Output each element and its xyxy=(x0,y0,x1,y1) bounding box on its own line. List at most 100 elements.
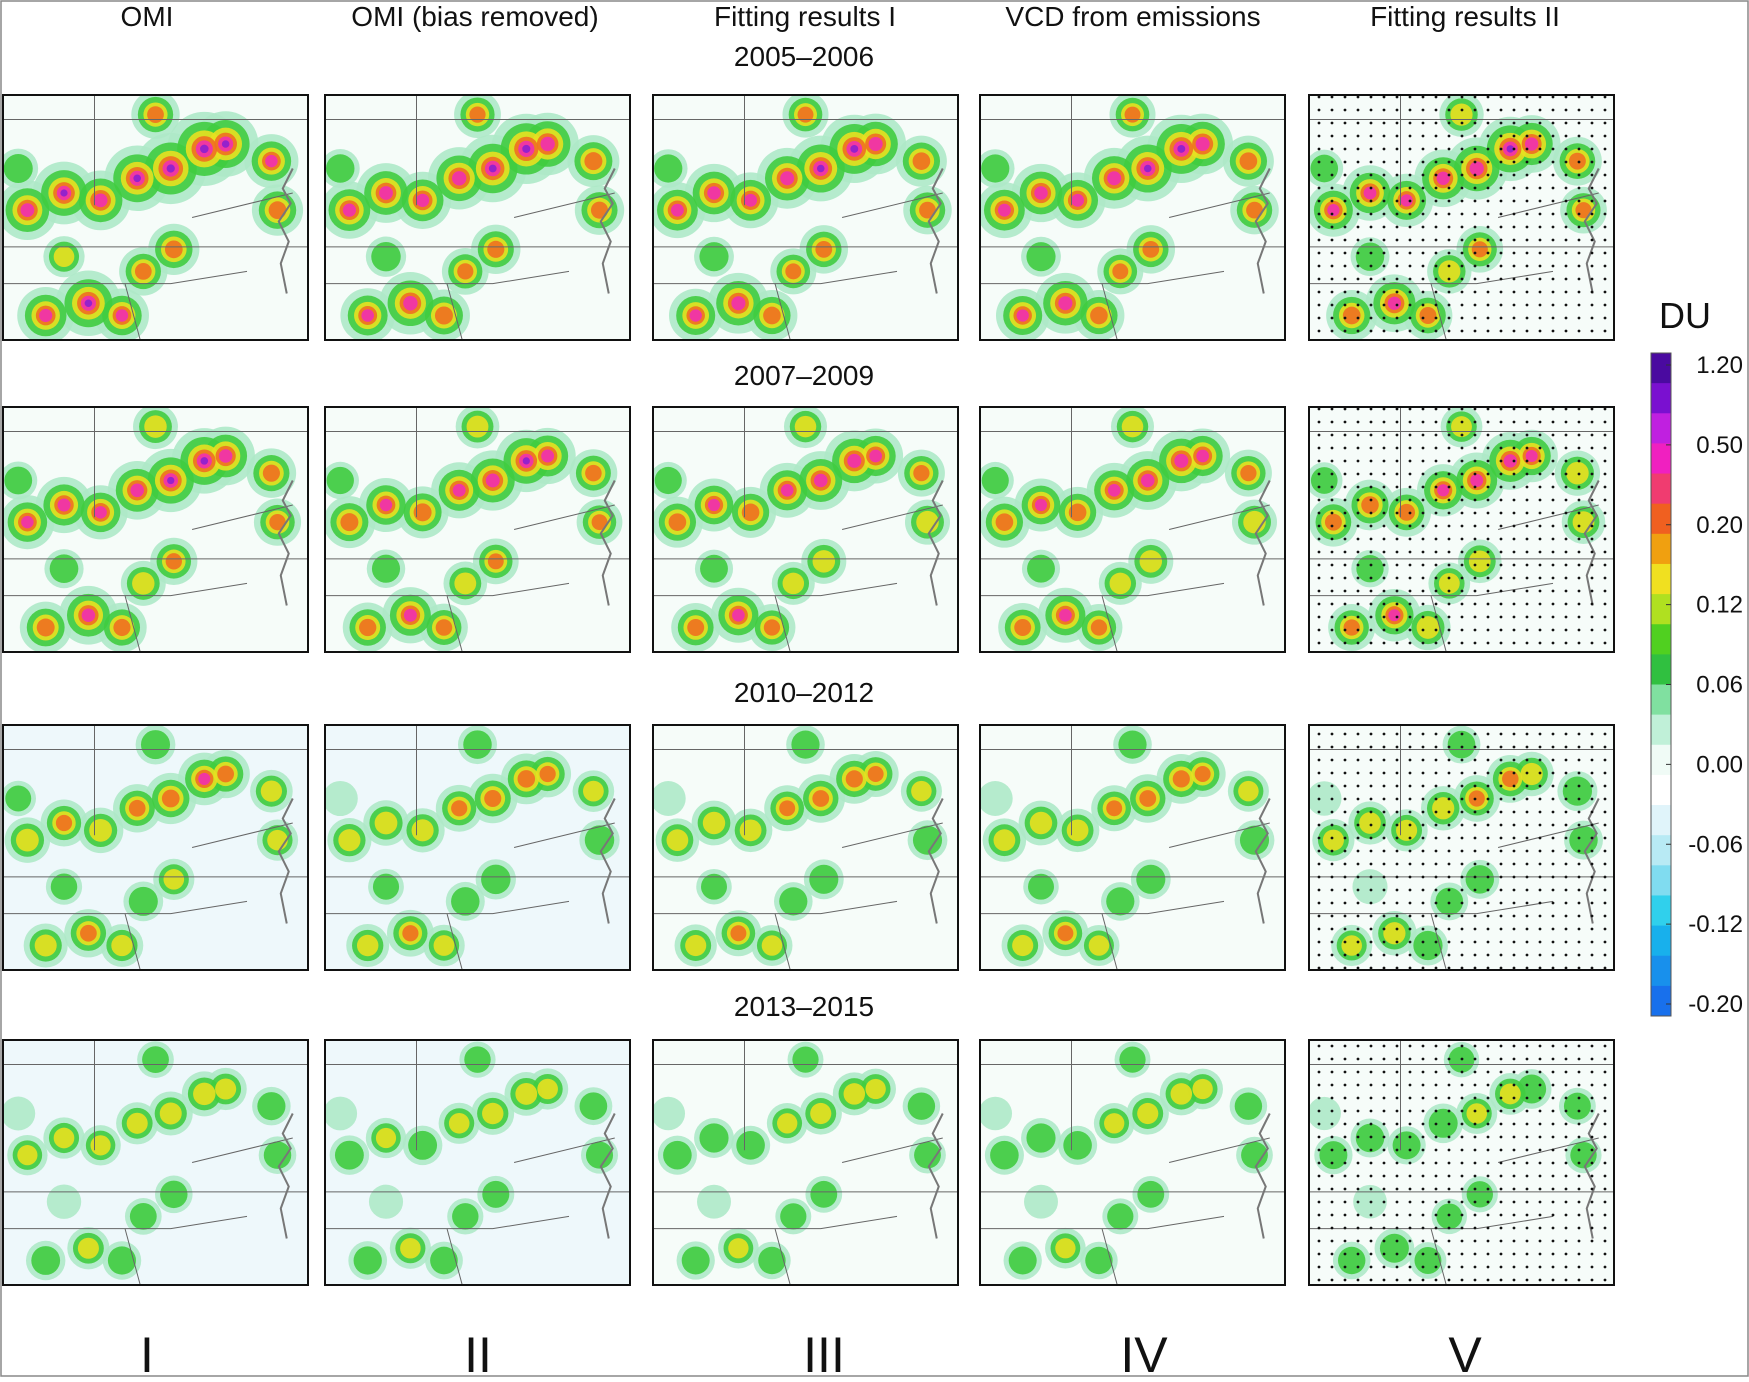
plume xyxy=(263,1141,292,1169)
plume xyxy=(1195,136,1210,152)
plume xyxy=(466,415,489,438)
plume xyxy=(1026,242,1056,272)
plume xyxy=(997,203,1011,217)
plume xyxy=(1241,1141,1268,1169)
plume xyxy=(522,144,531,153)
plume xyxy=(433,935,455,956)
plume xyxy=(342,203,356,217)
coast xyxy=(927,798,944,924)
colorbar-segment xyxy=(1651,805,1671,836)
plume xyxy=(55,814,73,832)
plume xyxy=(411,819,434,842)
plume xyxy=(267,829,288,851)
plume xyxy=(265,154,278,168)
coast xyxy=(599,480,616,606)
map xyxy=(980,725,1285,970)
plume xyxy=(451,887,480,916)
state-lines xyxy=(3,1040,308,1285)
plume xyxy=(1109,572,1132,595)
map xyxy=(653,1040,958,1285)
plume xyxy=(269,513,286,531)
plume xyxy=(430,1246,458,1275)
plume xyxy=(163,869,185,890)
map-panel xyxy=(1308,94,1615,341)
coast xyxy=(927,168,944,294)
plume xyxy=(1016,309,1029,322)
plume xyxy=(338,829,361,852)
plume xyxy=(865,1078,886,1100)
map xyxy=(325,1040,630,1285)
colorbar-segment xyxy=(1651,985,1671,1017)
colorbar-segment xyxy=(1651,594,1671,625)
plume xyxy=(681,1246,710,1275)
plume xyxy=(911,780,932,802)
plume xyxy=(728,1238,749,1259)
plume xyxy=(1118,730,1147,759)
plume xyxy=(1090,306,1108,325)
plume xyxy=(1246,201,1263,219)
plume xyxy=(845,770,863,788)
plume xyxy=(3,153,33,184)
plume xyxy=(739,819,762,842)
plume xyxy=(785,263,802,280)
plume xyxy=(34,934,57,957)
plume xyxy=(361,309,375,322)
plume xyxy=(1059,608,1072,622)
plume xyxy=(689,309,702,322)
plume xyxy=(89,818,112,842)
plume xyxy=(57,498,71,512)
plume xyxy=(434,306,453,325)
plume xyxy=(193,1082,216,1106)
plume xyxy=(654,154,683,183)
colorbar-segment xyxy=(1651,714,1671,746)
plume xyxy=(1028,873,1054,900)
plume xyxy=(1068,503,1087,522)
plume xyxy=(457,263,474,280)
plume xyxy=(914,1141,941,1169)
panel-border xyxy=(652,94,959,341)
plume xyxy=(166,164,175,173)
plume xyxy=(1121,415,1144,438)
colorbar-segment xyxy=(1651,744,1671,776)
plume xyxy=(107,1246,137,1275)
plume xyxy=(585,1141,614,1169)
colorbar-title: DU xyxy=(1659,295,1711,336)
plume xyxy=(736,1131,765,1160)
map xyxy=(3,407,308,652)
plume xyxy=(763,619,781,636)
plume xyxy=(159,1102,182,1125)
plume xyxy=(1239,152,1258,170)
plume xyxy=(142,1046,169,1074)
plume xyxy=(84,299,93,308)
map xyxy=(653,725,958,970)
plume xyxy=(995,513,1014,531)
column-header: Fitting results II xyxy=(1370,1,1560,32)
plume xyxy=(732,608,745,622)
plume xyxy=(93,193,108,208)
map-panel xyxy=(324,724,631,971)
plume xyxy=(653,1096,686,1131)
plume xyxy=(1034,186,1048,200)
map-panel xyxy=(652,1039,959,1286)
plume xyxy=(402,925,419,942)
colorbar-segment xyxy=(1651,383,1671,414)
plume xyxy=(129,1202,157,1230)
state-lines xyxy=(980,725,1285,970)
coast xyxy=(927,1113,944,1239)
plume xyxy=(359,618,377,637)
plume xyxy=(812,550,836,573)
plume xyxy=(782,572,805,595)
plume xyxy=(797,106,814,123)
significance-dots xyxy=(1309,725,1614,970)
colorbar-tick-label: -0.06 xyxy=(1688,831,1743,858)
plume xyxy=(730,925,747,942)
plume xyxy=(981,466,1009,495)
plume xyxy=(115,309,129,322)
plume xyxy=(685,934,707,957)
plume xyxy=(482,1102,504,1125)
map xyxy=(653,95,958,340)
plume xyxy=(1027,554,1055,583)
period-label: 2005–2006 xyxy=(734,41,874,72)
state-lines xyxy=(325,1040,630,1285)
plume xyxy=(464,1046,491,1073)
